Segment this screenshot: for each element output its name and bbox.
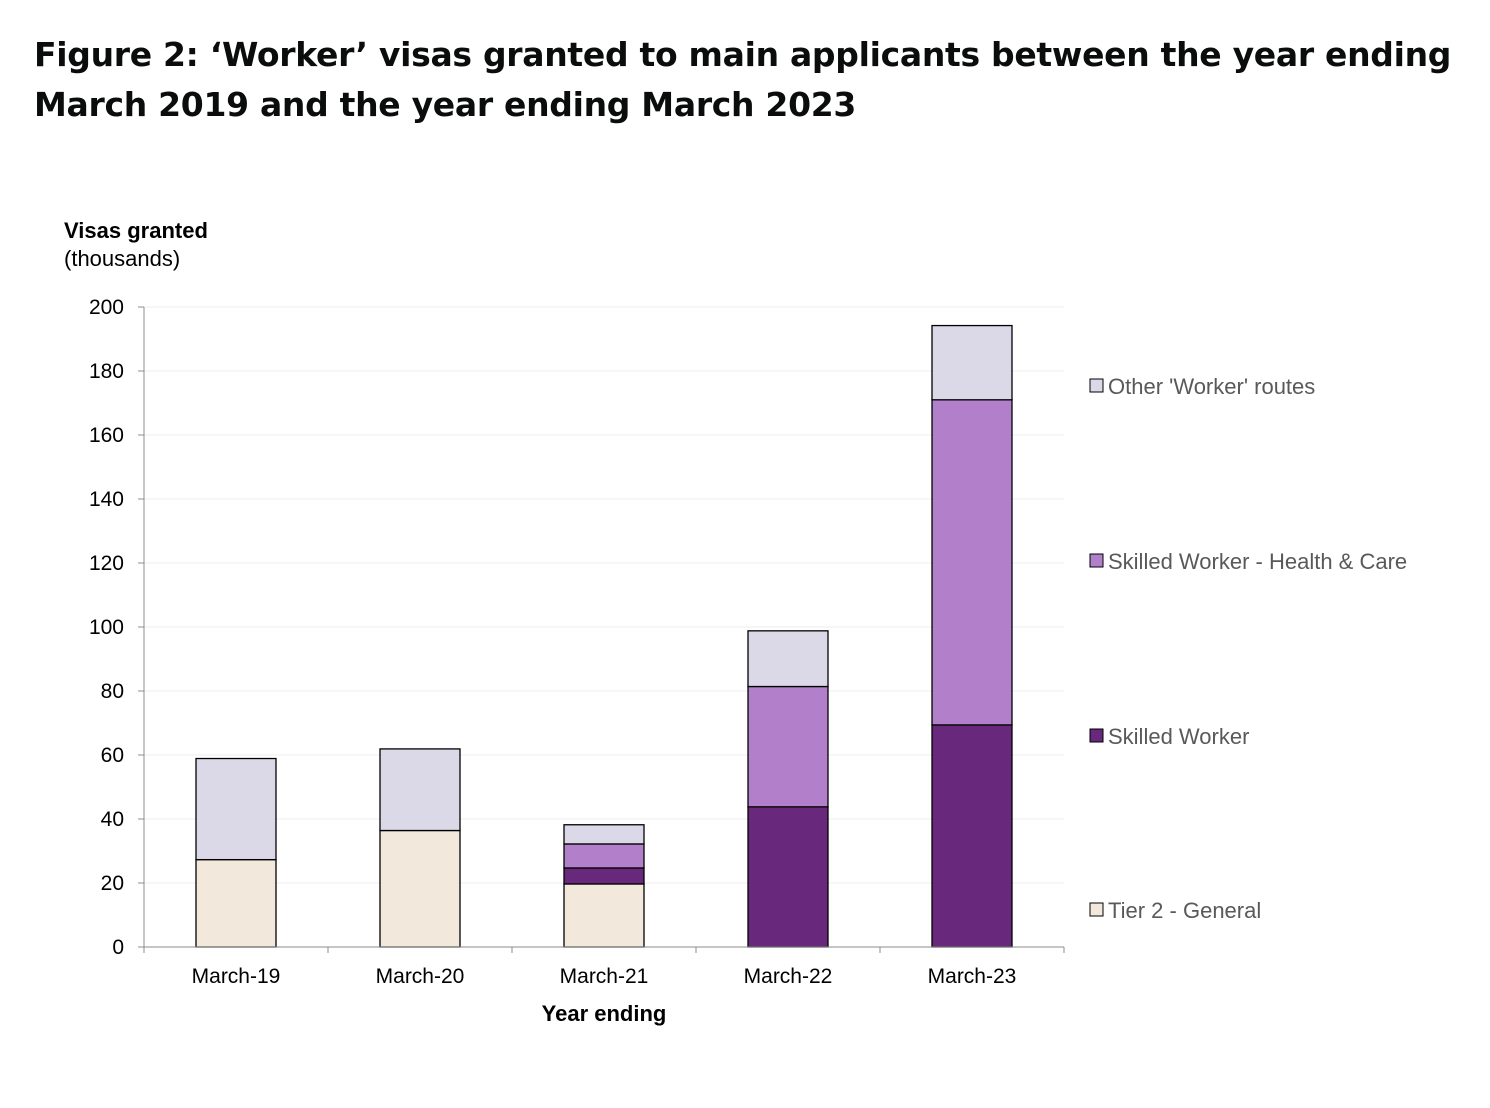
page-title: Figure 2: ‘Worker’ visas granted to main… [34, 35, 1452, 124]
x-tick-label: March-21 [560, 965, 649, 988]
y-tick-label: 120 [89, 552, 124, 575]
legend-swatch [1089, 902, 1104, 917]
legend-label: Tier 2 - General [1108, 898, 1261, 923]
y-tick-label: 60 [101, 744, 124, 767]
y-tick-label: 20 [101, 872, 124, 895]
y-tick-labels: 0 20 40 60 80 100 120 140 160 180 200 [89, 296, 124, 959]
bar-segment [747, 806, 829, 948]
y-tick-label: 80 [101, 680, 124, 703]
x-tick-label: March-22 [744, 965, 833, 988]
y-tick-label: 40 [101, 808, 124, 831]
bar-segment [747, 685, 829, 808]
legend: Other 'Worker' routes Skilled Worker - He… [1089, 374, 1407, 923]
bar-segment [195, 858, 277, 948]
x-tick-label: March-19 [192, 965, 281, 988]
y-axis-subtitle: (thousands) [64, 246, 180, 271]
bar-segment [931, 724, 1013, 948]
x-tick-label: March-20 [376, 965, 465, 988]
legend-label: Other 'Worker' routes [1108, 374, 1315, 399]
legend-swatch [1089, 378, 1104, 393]
bar-segment [563, 867, 645, 885]
axes [138, 306, 1065, 953]
legend-label: Skilled Worker [1108, 724, 1249, 749]
bar-segment [563, 843, 645, 869]
y-axis-title: Visas granted [64, 218, 208, 243]
bar-segment [195, 757, 277, 861]
legend-label: Skilled Worker - Health & Care [1108, 549, 1407, 574]
y-tick-label: 100 [89, 616, 124, 639]
y-tick-label: 140 [89, 488, 124, 511]
y-tick-label: 0 [112, 936, 124, 959]
bars [195, 324, 1013, 948]
y-tick-label: 180 [89, 360, 124, 383]
bar-segment [379, 829, 461, 948]
gridlines [144, 306, 1064, 884]
legend-swatch [1089, 553, 1104, 568]
bar-segment [931, 324, 1013, 401]
bar-segment [563, 883, 645, 948]
x-axis-title: Year ending [542, 1001, 667, 1026]
bar-segment [563, 824, 645, 845]
bar-segment [379, 748, 461, 832]
y-tick-label: 160 [89, 424, 124, 447]
bar-segment [931, 399, 1013, 726]
y-tick-label: 200 [89, 296, 124, 319]
x-tick-label: March-23 [928, 965, 1017, 988]
legend-swatch [1089, 728, 1104, 743]
x-tick-labels: March-19 March-20 March-21 March-22 March-23 [192, 965, 1017, 988]
bar-segment [747, 630, 829, 688]
